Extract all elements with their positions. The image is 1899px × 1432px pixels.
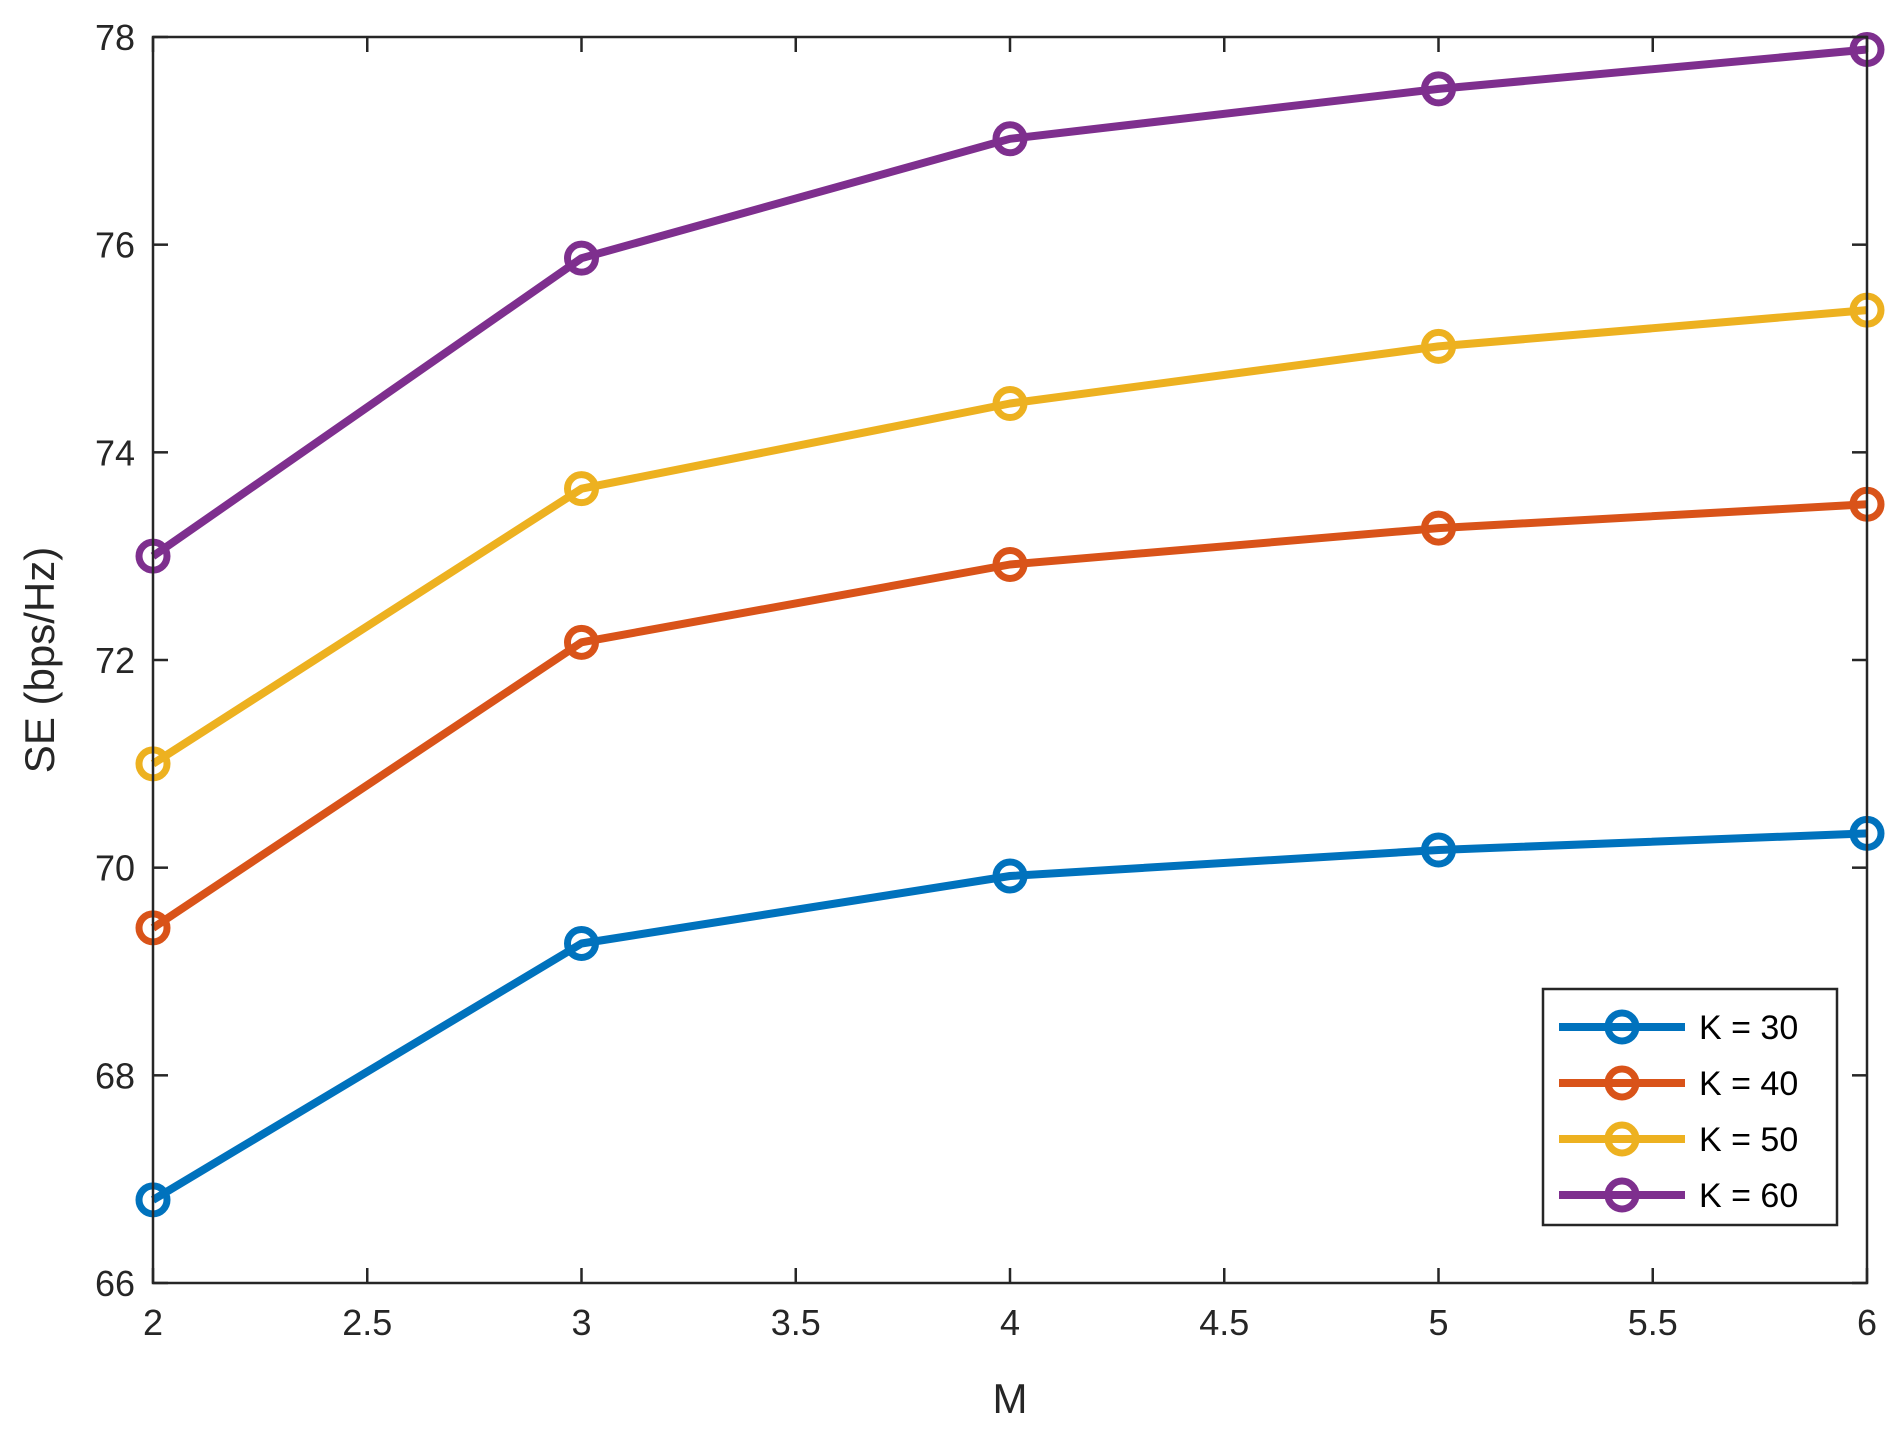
data-point <box>1421 71 1456 107</box>
y-tick-label: 74 <box>95 432 135 473</box>
data-point <box>992 121 1028 157</box>
data-point <box>564 925 599 961</box>
legend-label: K = 60 <box>1699 1177 1798 1215</box>
series-line <box>150 306 1868 768</box>
x-tick-label: 4.5 <box>1199 1302 1249 1343</box>
legend-item: K = 50 <box>1559 1121 1798 1159</box>
series-line <box>150 829 1868 1204</box>
legend-label: K = 50 <box>1699 1121 1798 1159</box>
x-tick-label: 3.5 <box>771 1302 821 1343</box>
data-point <box>1421 328 1456 364</box>
data-point <box>564 624 599 660</box>
y-tick-label: 66 <box>95 1263 135 1304</box>
legend-marker <box>1604 1009 1640 1045</box>
x-tick-label: 3 <box>571 1302 591 1343</box>
series-line <box>150 500 1868 932</box>
legend-label: K = 30 <box>1699 1009 1798 1047</box>
series-line <box>150 45 1868 560</box>
x-tick-label: 5.5 <box>1628 1302 1678 1343</box>
y-tick-label: 76 <box>95 225 135 266</box>
data-point <box>564 240 599 276</box>
legend-marker <box>1604 1121 1640 1157</box>
x-tick-label: 6 <box>1857 1302 1877 1343</box>
legend-marker <box>1604 1065 1640 1101</box>
y-tick-label: 72 <box>95 640 135 681</box>
legend-item: K = 30 <box>1559 1009 1798 1047</box>
legend: K = 30 K = 40 K = 50 K = 60 <box>1541 987 1839 1227</box>
data-point <box>992 386 1028 422</box>
x-tick-label: 2.5 <box>342 1302 392 1343</box>
data-point <box>564 471 599 507</box>
data-point <box>1421 510 1456 546</box>
x-tick-label: 4 <box>1000 1302 1020 1343</box>
x-tick-label: 2 <box>143 1302 163 1343</box>
legend-item: K = 60 <box>1559 1177 1798 1215</box>
y-tick-label: 78 <box>95 17 135 58</box>
y-tick-label: 70 <box>95 848 135 889</box>
x-tick-label: 5 <box>1428 1302 1448 1343</box>
legend-item: K = 40 <box>1559 1065 1798 1103</box>
data-point <box>992 858 1028 894</box>
series-layer <box>135 31 1885 1218</box>
legend-label: K = 40 <box>1699 1065 1798 1103</box>
y-axis-label: SE (bps/Hz) <box>16 547 63 773</box>
x-axis-label: M <box>993 1375 1028 1422</box>
data-point <box>1421 832 1456 868</box>
legend-marker <box>1604 1177 1640 1213</box>
y-tick-label: 68 <box>95 1055 135 1096</box>
data-point <box>992 546 1028 582</box>
